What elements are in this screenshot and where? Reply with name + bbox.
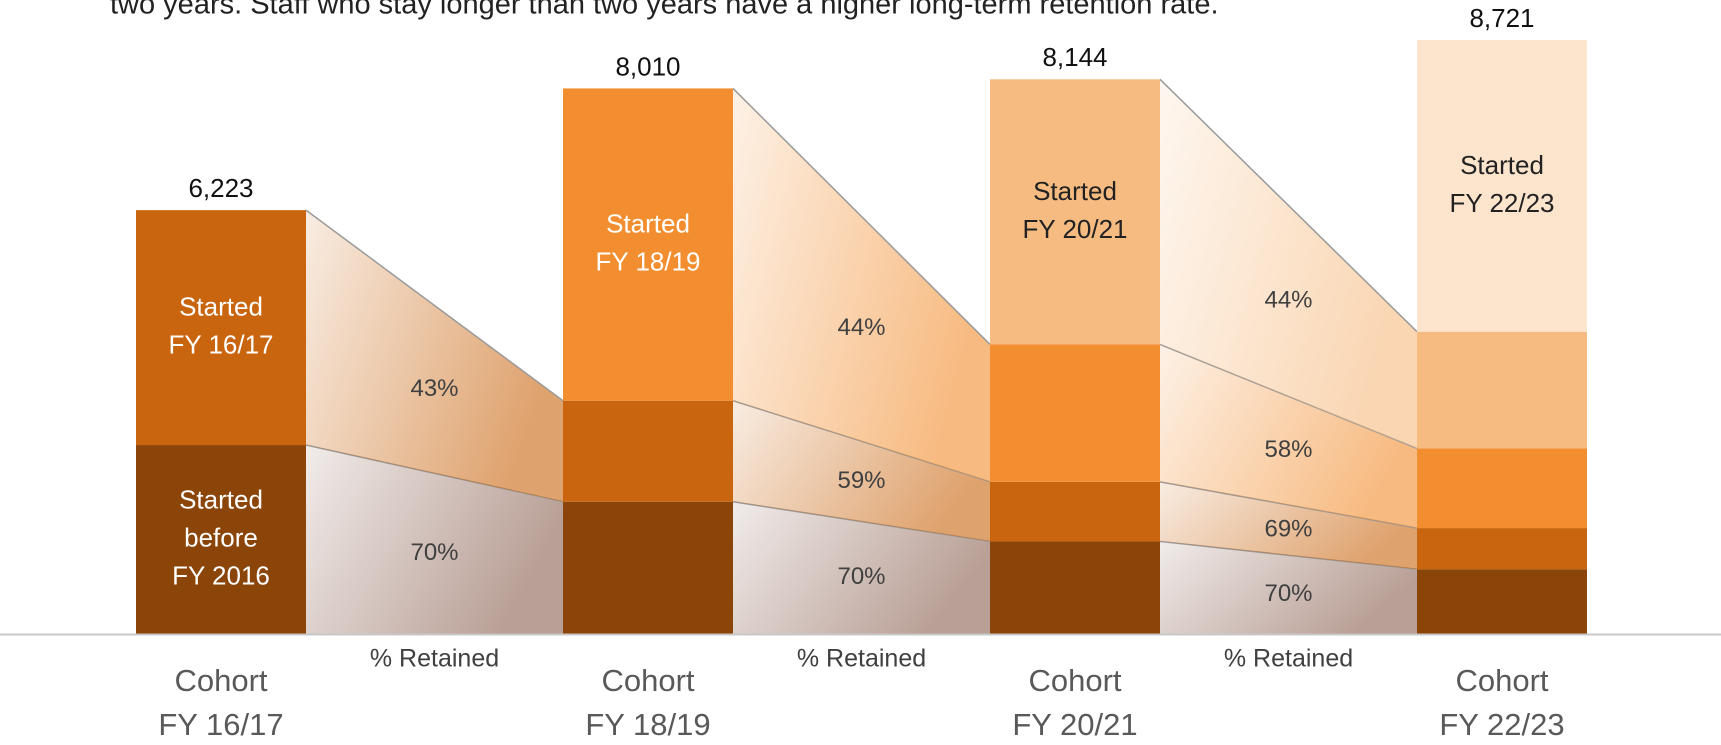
retained-label: 58% xyxy=(1264,436,1312,463)
retained-label: 44% xyxy=(837,314,885,341)
flow-band-edge xyxy=(305,209,564,402)
flow-band xyxy=(1160,79,1417,449)
segment-label: Started FY 16/17 xyxy=(168,291,273,359)
flow-band xyxy=(1160,481,1417,570)
category-label: Cohort FY 16/17 xyxy=(158,663,283,742)
bar-segment xyxy=(563,88,733,401)
bar-segment xyxy=(136,210,306,446)
flow-band xyxy=(1160,344,1417,529)
retained-label: 44% xyxy=(1264,286,1312,313)
segment-label: Started FY 20/21 xyxy=(1022,176,1127,244)
retained-label: 70% xyxy=(410,539,458,566)
category-label: Cohort FY 22/23 xyxy=(1439,663,1564,742)
bar-segment xyxy=(1417,40,1587,332)
retained-label: 70% xyxy=(1264,580,1312,607)
flow-band-edge xyxy=(1159,78,1418,333)
bar-segment xyxy=(1417,448,1587,529)
bar-segment xyxy=(1417,569,1587,634)
bar-segment xyxy=(1417,528,1587,570)
total-label: 6,223 xyxy=(188,173,253,203)
flow-band xyxy=(733,88,990,482)
total-label: 8,010 xyxy=(615,51,680,81)
flow-band xyxy=(733,501,990,634)
bar-segment xyxy=(1417,331,1587,449)
retained-label: 59% xyxy=(837,467,885,494)
bar-segment xyxy=(990,344,1160,482)
gap-label: % Retained xyxy=(1224,645,1353,673)
segment-label: Started FY 22/23 xyxy=(1449,150,1554,218)
flow-band-edge xyxy=(732,87,991,345)
flow-band xyxy=(733,400,990,542)
bar-segment xyxy=(136,445,306,634)
bar-segment xyxy=(990,481,1160,542)
bar-segment xyxy=(990,541,1160,634)
flow-band xyxy=(306,445,563,634)
segment-label: Started before FY 2016 xyxy=(172,484,270,590)
bar-segment xyxy=(563,400,733,502)
total-label: 8,721 xyxy=(1469,3,1534,33)
gap-label: % Retained xyxy=(797,645,926,673)
chart-subtitle: two years. Staff who stay longer than tw… xyxy=(110,0,1219,21)
flow-band xyxy=(1160,541,1417,634)
bar-segment xyxy=(563,501,733,634)
flow-band xyxy=(306,210,563,502)
retained-label: 69% xyxy=(1264,515,1312,542)
category-label: Cohort FY 18/19 xyxy=(585,663,710,742)
retained-label: 43% xyxy=(410,375,458,402)
segment-label: Started FY 18/19 xyxy=(595,208,700,276)
total-label: 8,144 xyxy=(1042,42,1107,72)
gap-label: % Retained xyxy=(370,645,499,673)
bar-segment xyxy=(990,79,1160,345)
retained-label: 70% xyxy=(837,563,885,590)
category-label: Cohort FY 20/21 xyxy=(1012,663,1137,742)
